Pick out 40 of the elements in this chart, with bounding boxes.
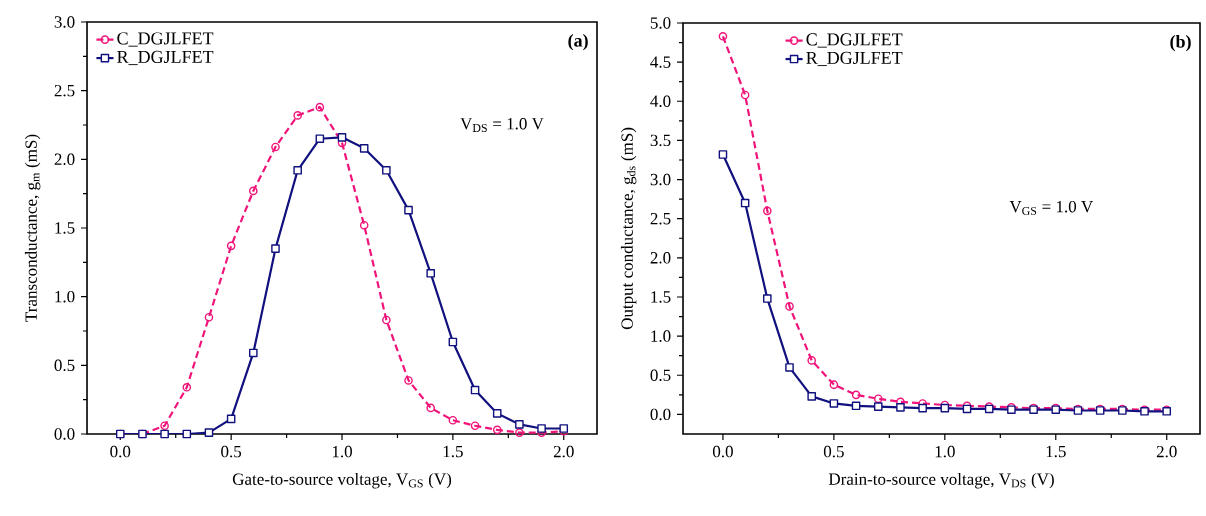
x-axis-title: Drain-to-source voltage, V$_{DS}$ (V) bbox=[828, 472, 1054, 489]
y-axis-title: Output conductance, g$_{ds}$ (mS) bbox=[620, 127, 637, 330]
x-tick-label: 1.5 bbox=[443, 445, 463, 458]
y-tick-label: 0.5 bbox=[650, 369, 671, 382]
legend-label: R_DGJLFET bbox=[117, 50, 214, 66]
y-tick-label: 0.0 bbox=[54, 428, 75, 440]
x-tick-label: 0.5 bbox=[823, 445, 844, 458]
x-tick-label: 2.0 bbox=[1156, 445, 1177, 458]
x-tick-label: 0.0 bbox=[712, 445, 733, 458]
x-tick-label: 1.5 bbox=[1046, 445, 1066, 458]
y-tick-label: 2.0 bbox=[650, 252, 671, 264]
y-tick-label: 3.5 bbox=[650, 134, 671, 147]
y-tick-label: 4.0 bbox=[650, 95, 671, 108]
y-tick-label: 1.5 bbox=[55, 222, 75, 234]
x-axis-title: Gate-to-source voltage, V$_{GS}$ (V) bbox=[232, 472, 452, 489]
y-tick-label: 3.0 bbox=[54, 16, 75, 28]
y-tick-label: 2.0 bbox=[54, 153, 75, 166]
annotation: V$_{GS}$ = 1.0 V bbox=[1009, 200, 1094, 215]
legend-label: C_DGJLFET bbox=[117, 32, 214, 47]
y-tick-label: 0.0 bbox=[650, 408, 671, 421]
y-tick-label: 1.5 bbox=[651, 291, 671, 303]
annotation: V$_{DS}$ = 1.0 V bbox=[460, 117, 544, 132]
legend-label: C_DGJLFET bbox=[806, 33, 903, 48]
x-tick-label: 0.0 bbox=[110, 445, 131, 458]
y-tick-label: 0.5 bbox=[54, 359, 75, 372]
y-tick-label: 1.0 bbox=[55, 290, 75, 303]
x-tick-label: 1.0 bbox=[935, 445, 955, 458]
y-tick-label: 2.5 bbox=[54, 84, 75, 97]
x-tick-label: 1.0 bbox=[332, 445, 352, 458]
annotation: (a) bbox=[568, 34, 588, 51]
legend-label: R_DGJLFET bbox=[806, 51, 903, 67]
y-tick-label: 3.0 bbox=[650, 173, 671, 186]
x-tick-label: 2.0 bbox=[553, 445, 574, 458]
annotation: (b) bbox=[1170, 35, 1191, 52]
y-tick-label: 1.0 bbox=[651, 330, 671, 342]
y-tick-label: 5.0 bbox=[650, 17, 671, 29]
y-tick-label: 4.5 bbox=[650, 56, 671, 68]
y-axis-title: Transconductance, g$_{m}$ (mS) bbox=[24, 134, 41, 322]
y-tick-label: 2.5 bbox=[650, 212, 671, 225]
x-tick-label: 0.5 bbox=[221, 445, 242, 458]
